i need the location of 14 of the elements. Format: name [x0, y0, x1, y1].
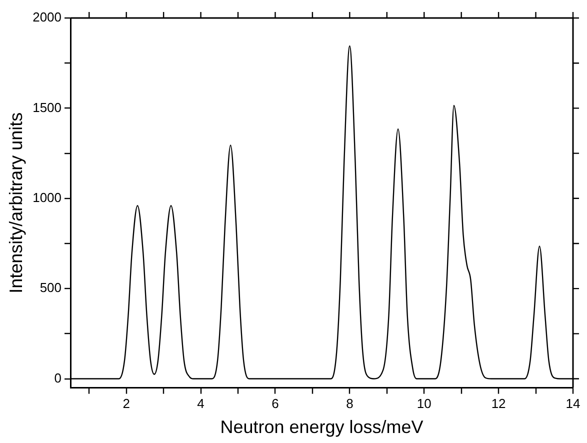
x-tick-label: 6: [272, 396, 279, 412]
x-axis-title: Neutron energy loss/meV: [220, 417, 424, 438]
x-tick-label: 8: [346, 396, 354, 412]
x-tick-label: 2: [122, 396, 130, 412]
y-tick-label: 1500: [32, 100, 62, 115]
y-axis-title: Intensity/arbitrary units: [6, 112, 26, 294]
x-tick-label: 14: [566, 396, 580, 412]
x-tick-label: 10: [416, 396, 432, 412]
y-tick-label: 2000: [32, 10, 62, 25]
y-tick-label: 1000: [32, 190, 62, 205]
x-tick-label: 12: [491, 396, 506, 412]
y-tick-label: 0: [54, 370, 62, 386]
y-tick-label: 500: [40, 280, 62, 296]
x-tick-label: 4: [197, 396, 204, 412]
